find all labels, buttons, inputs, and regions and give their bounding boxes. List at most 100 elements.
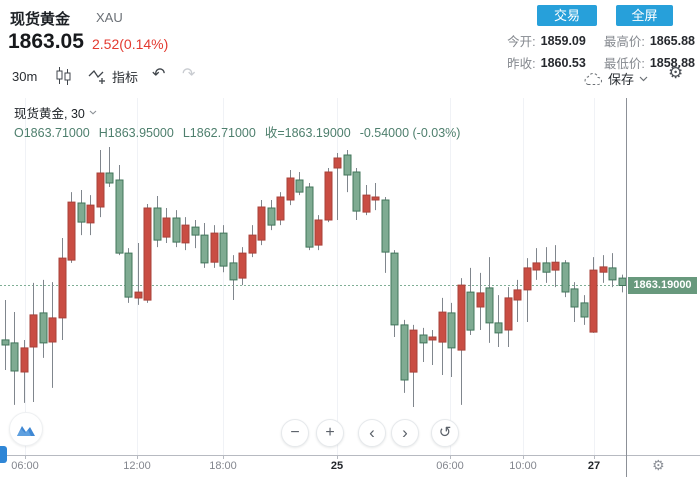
candle xyxy=(589,269,598,333)
candle xyxy=(210,232,219,263)
drawing-panel-tab[interactable] xyxy=(0,446,7,463)
prev-close-label: 昨收: xyxy=(507,57,536,71)
legend-symbol-interval: 现货黄金, 30 xyxy=(14,107,85,121)
candle xyxy=(238,252,247,279)
legend-close: 收=1863.19000 xyxy=(264,126,351,140)
stats-row-open-high: 今开: 1859.09 最高价: 1865.88 xyxy=(507,31,695,50)
x-axis-label: 27 xyxy=(587,460,601,472)
candle xyxy=(115,179,124,254)
candle xyxy=(494,322,503,334)
trade-button[interactable]: 交易 xyxy=(537,5,597,26)
candle xyxy=(542,262,551,273)
candle xyxy=(58,257,67,319)
zoom-out-button[interactable]: − xyxy=(281,419,309,447)
redo-button[interactable]: ↷ xyxy=(182,66,196,83)
candle xyxy=(333,157,342,169)
candlestick-chart-icon xyxy=(56,67,71,85)
candle xyxy=(466,291,475,331)
candle xyxy=(286,177,295,201)
candle xyxy=(181,224,190,244)
area-chart-icon xyxy=(17,425,35,436)
candle xyxy=(485,287,494,324)
candle xyxy=(276,196,285,221)
candle xyxy=(172,217,181,243)
open-label: 今开: xyxy=(507,35,536,49)
candlestick-style-button[interactable] xyxy=(55,67,72,90)
candle xyxy=(570,288,579,308)
undo-button[interactable]: ↶ xyxy=(152,66,166,83)
candle xyxy=(476,292,485,308)
chevron-down-icon xyxy=(639,76,648,81)
candle xyxy=(419,334,428,344)
indicator-icon xyxy=(88,69,105,84)
high-label: 最高价: xyxy=(603,35,645,49)
candle xyxy=(400,324,409,381)
candle xyxy=(77,202,86,223)
candle xyxy=(457,284,466,351)
candle xyxy=(153,207,162,241)
prev-close-value: 1860.53 xyxy=(540,55,586,70)
legend-high: H1863.95000 xyxy=(98,126,174,140)
area-chart-style-button[interactable] xyxy=(9,412,43,446)
interval-selector[interactable]: 30m xyxy=(12,69,38,84)
symbol-code: XAU xyxy=(96,10,123,25)
chart-settings-gear-icon[interactable]: ⚙ xyxy=(668,63,684,82)
candle xyxy=(428,336,437,341)
candle xyxy=(29,314,38,348)
candle xyxy=(305,186,314,248)
candle xyxy=(229,262,238,281)
legend-low: L1862.71000 xyxy=(182,126,256,140)
pan-left-button[interactable]: ‹ xyxy=(358,419,386,447)
candle xyxy=(96,172,105,208)
open-value: 1859.09 xyxy=(540,33,586,48)
candle xyxy=(48,317,57,343)
last-price: 1863.05 xyxy=(8,30,84,53)
candle xyxy=(438,311,447,343)
candle xyxy=(86,204,95,224)
low-label: 最低价: xyxy=(603,57,645,71)
candle xyxy=(20,347,29,373)
candle xyxy=(390,252,399,326)
candle xyxy=(10,342,19,372)
candle xyxy=(267,207,276,226)
reset-view-button[interactable]: ↺ xyxy=(431,419,459,447)
candle xyxy=(343,154,352,176)
candle xyxy=(67,201,76,261)
candle xyxy=(608,267,617,281)
candle xyxy=(295,179,304,193)
pan-right-button[interactable]: › xyxy=(391,419,419,447)
candle xyxy=(324,171,333,221)
candle xyxy=(314,219,323,246)
candle xyxy=(200,234,209,264)
zoom-in-button[interactable]: + xyxy=(316,419,344,447)
stats-row-prevclose-low: 昨收: 1860.53 最低价: 1858.88 xyxy=(507,53,695,72)
timezone-settings-gear-icon[interactable]: ⚙ xyxy=(652,457,665,473)
candle xyxy=(551,261,560,271)
indicator-button[interactable]: 指标 xyxy=(88,67,138,86)
candle xyxy=(580,302,589,318)
cloud-icon xyxy=(584,72,602,85)
candle xyxy=(124,252,133,298)
x-axis-label: 12:00 xyxy=(123,460,151,472)
save-layout-button[interactable]: 保存 xyxy=(583,69,648,88)
legend-ohlc: O1863.71000 H1863.95000 L1862.71000 收=1863.… xyxy=(14,122,469,141)
price-change: 2.52(0.14%) xyxy=(92,36,169,52)
candle xyxy=(523,267,532,291)
candle xyxy=(143,207,152,301)
x-axis-label: 25 xyxy=(330,460,344,472)
x-axis-label: 06:00 xyxy=(436,460,464,472)
candle xyxy=(39,312,48,344)
candle xyxy=(191,226,200,236)
low-value: 1858.88 xyxy=(649,55,695,70)
candle xyxy=(105,172,114,184)
x-axis-label: 06:00 xyxy=(11,460,39,472)
candle xyxy=(248,234,257,254)
legend-title[interactable]: 现货黄金, 30 xyxy=(14,103,97,122)
legend-open: O1863.71000 xyxy=(14,126,90,140)
fullscreen-button[interactable]: 全屏 xyxy=(616,5,673,26)
candle xyxy=(162,217,171,238)
candle xyxy=(513,289,522,301)
chevron-down-icon xyxy=(89,110,97,115)
